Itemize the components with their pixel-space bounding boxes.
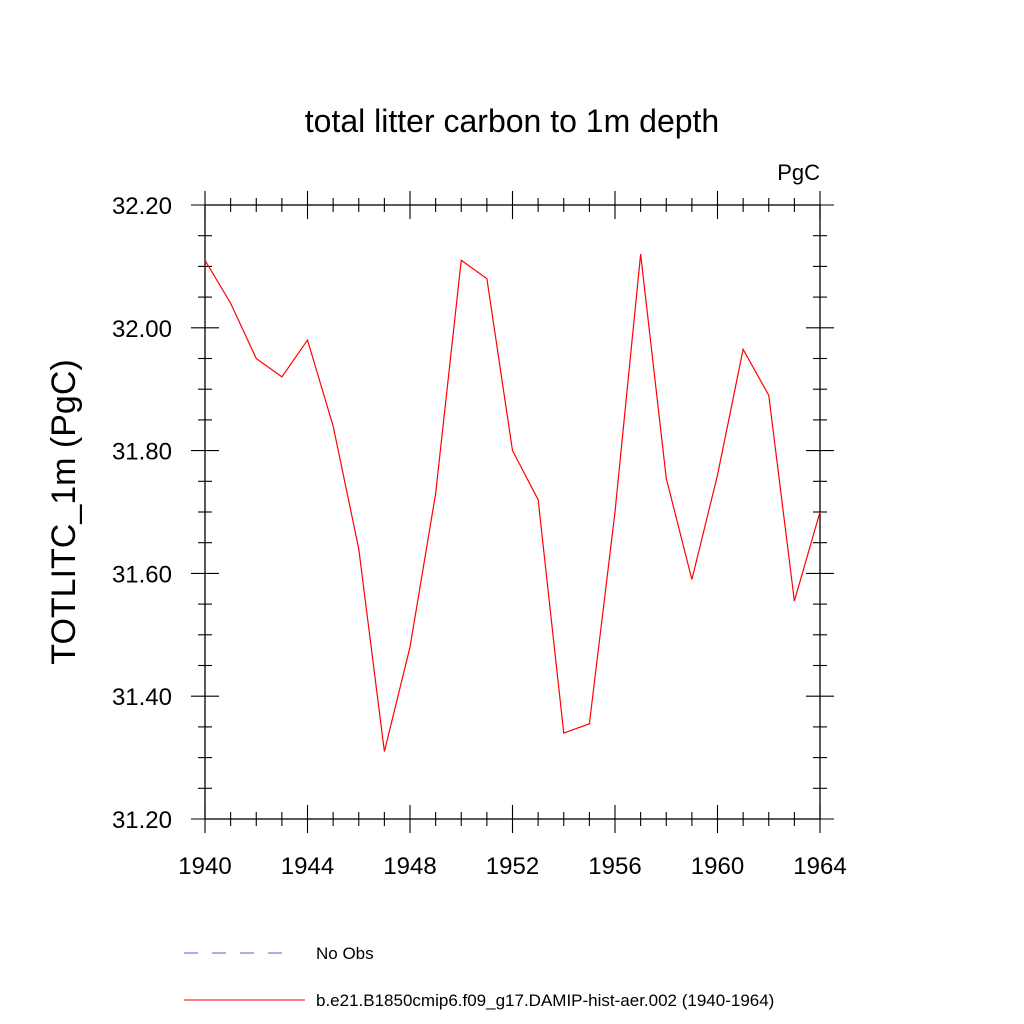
series-layer [204, 254, 821, 752]
y-tick-label: 31.20 [112, 807, 172, 834]
chart-title: total litter carbon to 1m depth [305, 103, 719, 139]
y-tick-label: 32.00 [112, 316, 172, 343]
axis-ticks [191, 191, 834, 833]
series-line-0 [204, 254, 821, 752]
x-tick-label: 1948 [383, 853, 436, 880]
y-tick-label: 32.20 [112, 193, 172, 220]
x-tick-label: 1956 [588, 853, 641, 880]
x-tick-label: 1960 [691, 853, 744, 880]
y-tick-label: 31.60 [112, 561, 172, 588]
legend: No Obs b.e21.B1850cmip6.f09_g17.DAMIP-hi… [184, 944, 774, 1010]
x-tick-label: 1964 [793, 853, 846, 880]
legend-label-no-obs: No Obs [316, 944, 374, 963]
x-tick-label: 1940 [178, 853, 231, 880]
y-tick-label: 31.40 [112, 684, 172, 711]
plot-frame [204, 204, 821, 820]
x-tick-label: 1952 [486, 853, 539, 880]
axis-tick-labels: 1940 1944 1948 1952 1956 1960 1964 31.20 31.40 31… [112, 193, 847, 880]
units-label: PgC [777, 160, 820, 185]
x-tick-label: 1944 [281, 853, 334, 880]
y-tick-label: 31.80 [112, 439, 172, 466]
y-axis-label: TOTLITC_1m (PgC) [45, 359, 83, 664]
legend-label-damip: b.e21.B1850cmip6.f09_g17.DAMIP-hist-aer.… [316, 991, 774, 1010]
